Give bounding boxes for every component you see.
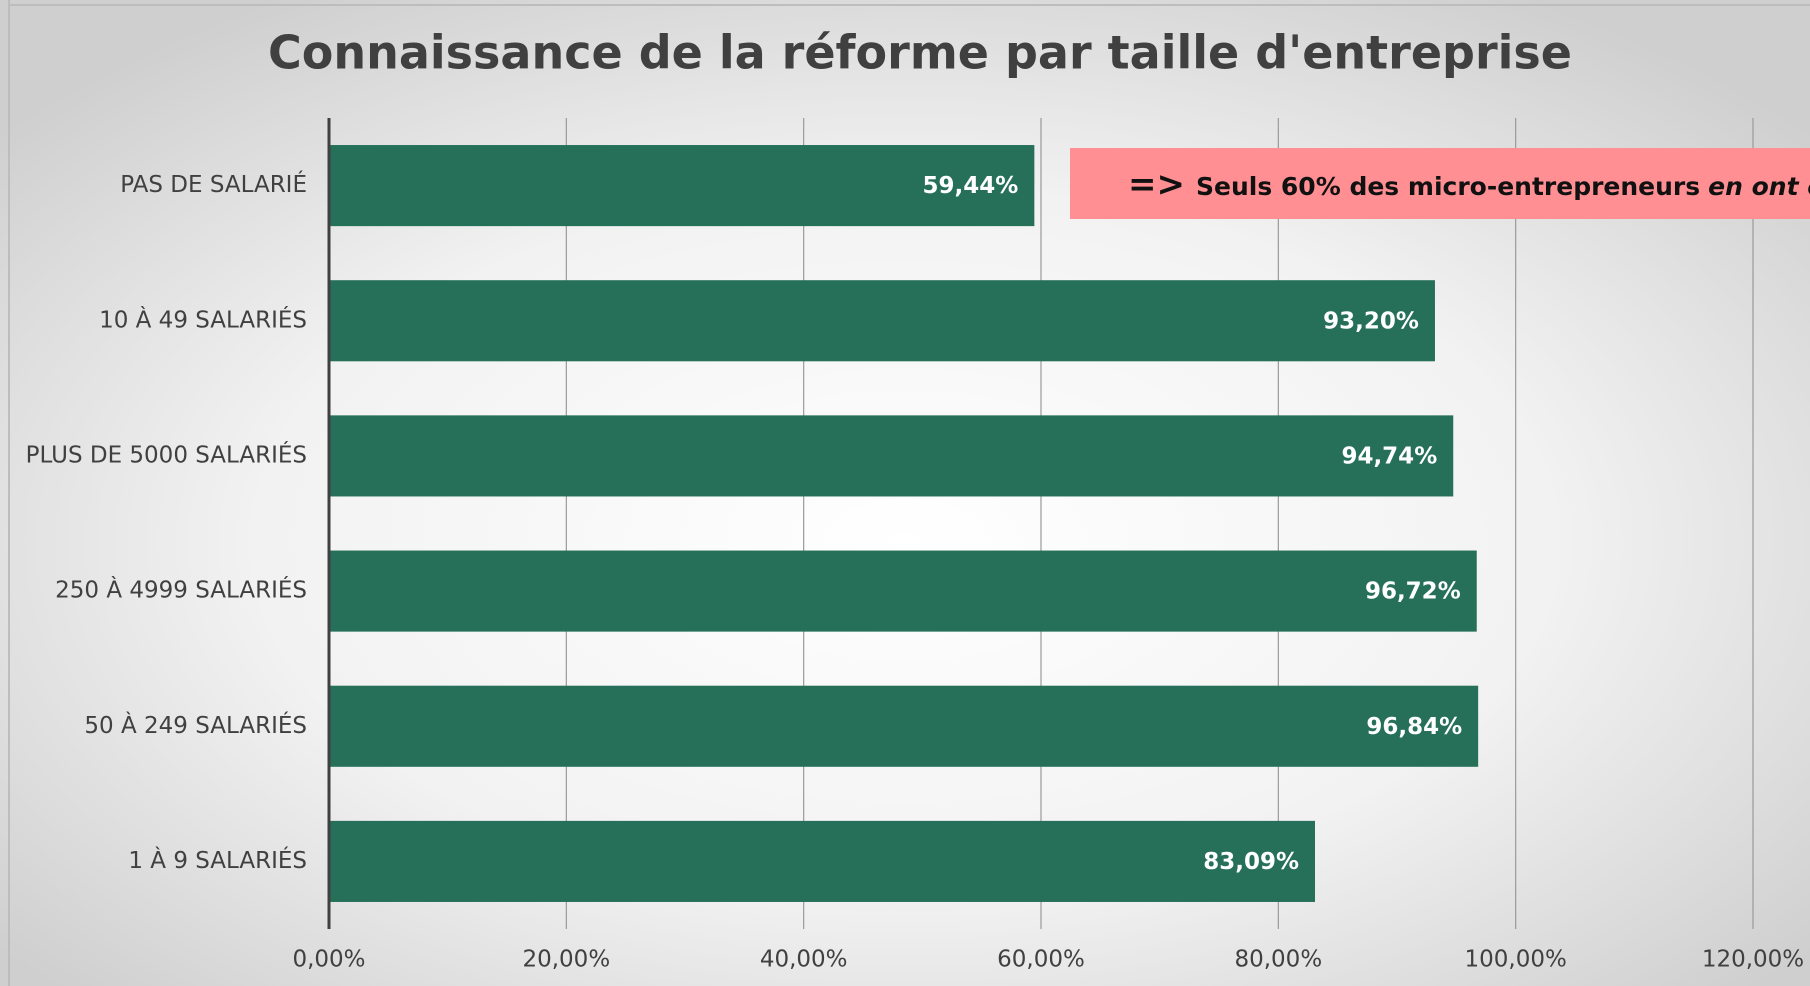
annotation-text: Seuls 60% des micro-entrepreneurs en ont … — [1196, 172, 1810, 201]
x-tick-label: 60,00% — [997, 947, 1085, 973]
data-label: 96,72% — [1365, 579, 1461, 605]
x-tick-label: 40,00% — [760, 947, 848, 973]
annotation-arrow: => — [1128, 165, 1185, 205]
bar — [329, 820, 1316, 902]
category-label: 50 À 249 SALARIÉS — [84, 711, 307, 739]
bar — [329, 145, 1035, 227]
data-label: 83,09% — [1203, 849, 1299, 875]
annotation-box — [1070, 148, 1810, 219]
x-tick-label: 120,00% — [1702, 947, 1804, 973]
category-label: PAS DE SALARIÉ — [120, 170, 307, 198]
data-label: 96,84% — [1366, 714, 1462, 740]
data-label: 94,74% — [1341, 443, 1437, 469]
category-label: 250 À 4999 SALARIÉS — [55, 576, 307, 604]
bar — [329, 280, 1435, 362]
category-label: PLUS DE 5000 SALARIÉS — [26, 440, 307, 468]
x-tick-label: 20,00% — [522, 947, 610, 973]
x-tick-label: 80,00% — [1234, 947, 1322, 973]
bar — [329, 415, 1454, 497]
data-label: 93,20% — [1323, 308, 1419, 334]
x-tick-label: 0,00% — [292, 947, 365, 973]
category-label: 1 À 9 SALARIÉS — [128, 846, 307, 874]
chart-title: Connaissance de la réforme par taille d'… — [268, 26, 1572, 80]
bar — [329, 685, 1479, 767]
annotation-emphasis: en ont en — [1708, 172, 1810, 201]
category-label: 10 À 49 SALARIÉS — [99, 305, 307, 333]
bar — [329, 550, 1477, 632]
annotation-text: Seuls 60% des micro-entrepreneurs — [1196, 172, 1700, 201]
x-tick-label: 100,00% — [1464, 947, 1566, 973]
data-label: 59,44% — [923, 173, 1019, 199]
